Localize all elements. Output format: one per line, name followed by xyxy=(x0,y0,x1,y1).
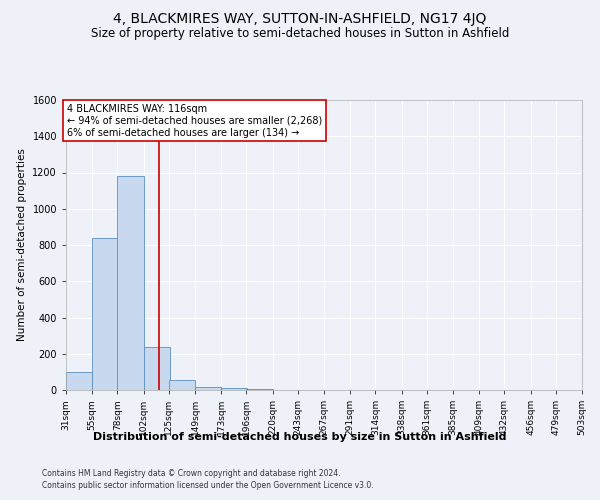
Text: 4 BLACKMIRES WAY: 116sqm
← 94% of semi-detached houses are smaller (2,268)
6% of: 4 BLACKMIRES WAY: 116sqm ← 94% of semi-d… xyxy=(67,104,322,138)
Text: Size of property relative to semi-detached houses in Sutton in Ashfield: Size of property relative to semi-detach… xyxy=(91,28,509,40)
Bar xyxy=(169,380,195,390)
Y-axis label: Number of semi-detached properties: Number of semi-detached properties xyxy=(17,148,27,342)
Bar xyxy=(221,388,247,390)
Bar xyxy=(92,238,118,390)
Bar xyxy=(195,388,221,390)
Bar xyxy=(247,389,272,390)
Text: Distribution of semi-detached houses by size in Sutton in Ashfield: Distribution of semi-detached houses by … xyxy=(93,432,507,442)
Bar xyxy=(143,346,170,390)
Text: 4, BLACKMIRES WAY, SUTTON-IN-ASHFIELD, NG17 4JQ: 4, BLACKMIRES WAY, SUTTON-IN-ASHFIELD, N… xyxy=(113,12,487,26)
Bar xyxy=(66,372,92,390)
Bar xyxy=(118,176,143,390)
Text: Contains HM Land Registry data © Crown copyright and database right 2024.: Contains HM Land Registry data © Crown c… xyxy=(42,468,341,477)
Text: Contains public sector information licensed under the Open Government Licence v3: Contains public sector information licen… xyxy=(42,481,374,490)
